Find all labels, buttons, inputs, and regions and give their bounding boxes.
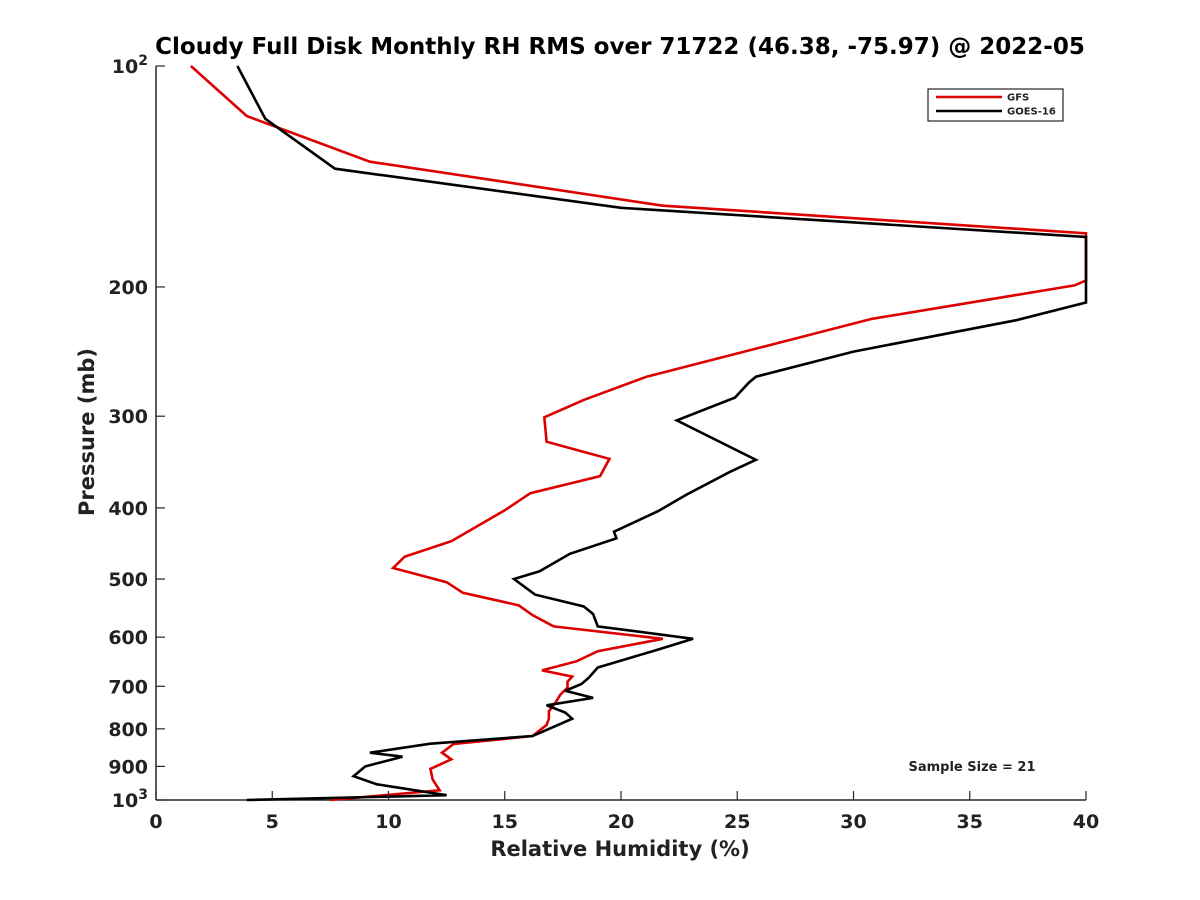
x-tick-label: 15	[492, 811, 518, 833]
y-tick-label: 103	[112, 787, 148, 812]
series-line-gfs	[190, 65, 1088, 802]
y-tick-label: 800	[108, 719, 148, 741]
x-tick-label: 40	[1073, 811, 1099, 833]
y-tick-label: 300	[108, 406, 148, 428]
sample-size-annotation: Sample Size = 21	[908, 760, 1035, 775]
y-tick-label: 500	[108, 569, 148, 591]
x-tick-label: 35	[957, 811, 983, 833]
x-axis-label: Relative Humidity (%)	[490, 837, 749, 861]
y-tick-label: 600	[108, 627, 148, 649]
y-axis-label: Pressure (mb)	[75, 348, 99, 516]
x-tick-label: 20	[608, 811, 634, 833]
x-tick-label: 10	[375, 811, 401, 833]
legend-entry: GOES-16	[1007, 107, 1056, 118]
y-tick-label: 900	[108, 756, 148, 778]
legend-box	[927, 88, 1064, 122]
y-tick-label: 400	[108, 498, 148, 520]
series-line-goes-16	[236, 65, 1088, 802]
x-tick-label: 30	[840, 811, 866, 833]
y-tick-label: 200	[108, 277, 148, 299]
legend-entry: GFS	[1007, 93, 1029, 104]
x-tick-label: 5	[266, 811, 279, 833]
legend: GFS GOES-16	[927, 88, 1064, 122]
y-tick-label: 700	[108, 676, 148, 698]
x-tick-label: 25	[724, 811, 750, 833]
chart-title: Cloudy Full Disk Monthly RH RMS over 717…	[155, 34, 1085, 60]
y-tick-label: 102	[112, 53, 148, 78]
x-tick-label: 0	[149, 811, 162, 833]
